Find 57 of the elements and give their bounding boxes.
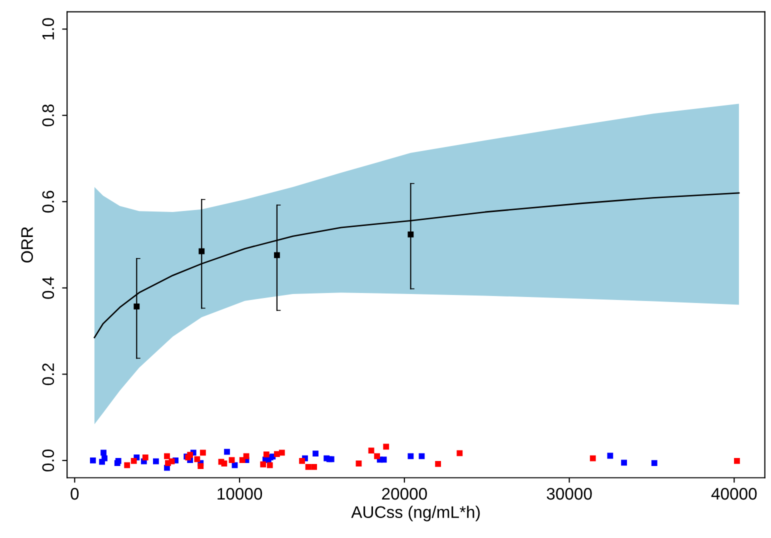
point <box>142 454 148 460</box>
point <box>168 458 175 464</box>
point <box>380 456 387 463</box>
point <box>187 452 194 458</box>
point <box>243 453 250 460</box>
point <box>305 464 312 470</box>
point <box>299 458 305 464</box>
point <box>312 450 318 457</box>
x-tick-label: 0 <box>70 488 79 500</box>
point <box>200 450 206 456</box>
y-tick-label: 1.0 <box>42 18 54 40</box>
x-tick-label: 30000 <box>546 488 592 500</box>
x-tick-label: 40000 <box>711 488 757 500</box>
y-tick-label: 0.0 <box>42 450 54 472</box>
point <box>435 460 441 467</box>
y-tick-label: 0.6 <box>42 190 54 213</box>
point <box>102 455 108 462</box>
point <box>224 448 230 455</box>
point <box>408 231 414 238</box>
point <box>590 455 596 462</box>
point <box>198 463 204 470</box>
y-tick-label: 0.8 <box>42 104 54 126</box>
point <box>368 448 374 454</box>
point <box>456 450 463 456</box>
point <box>734 458 740 464</box>
point <box>115 458 122 464</box>
point <box>228 457 235 464</box>
point <box>198 248 205 254</box>
point <box>274 252 280 258</box>
point <box>194 456 200 462</box>
point <box>164 453 170 460</box>
x-tick-label: 10000 <box>218 488 262 500</box>
point <box>621 460 627 466</box>
y-tick-label: 0.4 <box>42 276 54 299</box>
point <box>356 460 362 466</box>
y-tick-label: 0.2 <box>42 363 54 386</box>
point <box>263 452 270 458</box>
y-axis-title: ORR <box>21 227 33 263</box>
point <box>130 458 137 464</box>
point <box>383 444 390 450</box>
point <box>311 464 318 470</box>
point <box>221 460 228 466</box>
point <box>134 304 140 310</box>
point <box>651 460 658 466</box>
point <box>260 461 266 468</box>
point <box>100 450 106 456</box>
x-tick-label: 20000 <box>382 488 427 500</box>
point <box>124 462 130 468</box>
point <box>374 453 380 460</box>
point <box>278 450 285 456</box>
point <box>408 453 414 460</box>
point <box>607 452 614 459</box>
point <box>418 453 425 460</box>
point <box>266 462 273 468</box>
point <box>90 458 96 464</box>
x-axis-title: AUCss (ng/mL*h) <box>351 506 480 522</box>
point <box>153 458 159 464</box>
